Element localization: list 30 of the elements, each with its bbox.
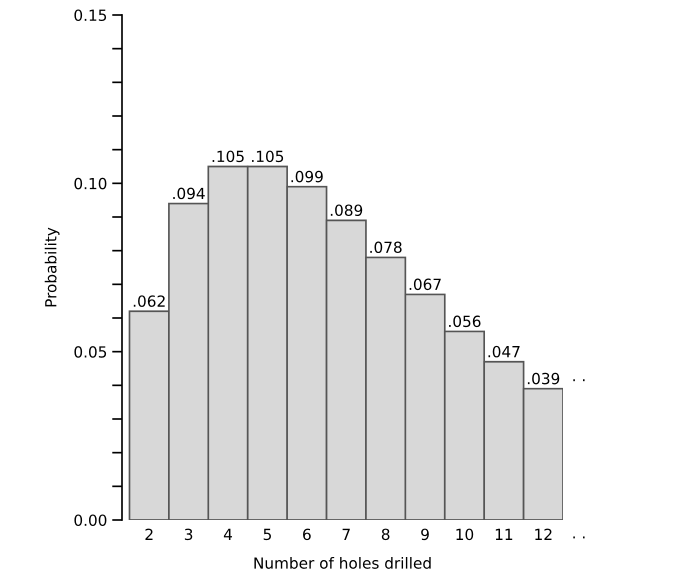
x-tick-label: 12 xyxy=(535,528,552,540)
y-tick-label: 0.05 xyxy=(74,346,106,358)
x-tick-label: 3 xyxy=(184,528,192,540)
y-axis-title: Probability xyxy=(44,228,60,306)
data-label: .094 xyxy=(173,188,205,200)
y-tick-label: 0.00 xyxy=(74,514,106,526)
x-tick-label: 4 xyxy=(224,528,232,540)
x-tick-label: 9 xyxy=(421,528,429,540)
x-tick-label: 7 xyxy=(342,528,350,540)
x-tick-label: 11 xyxy=(496,528,512,540)
data-label: .067 xyxy=(410,278,441,290)
x-tick-label: 6 xyxy=(303,528,311,540)
x-tick-label: 5 xyxy=(264,528,271,540)
data-label: .062 xyxy=(134,295,165,307)
data-label: .047 xyxy=(488,346,520,358)
data-label: .039 xyxy=(528,372,560,384)
x-tick-label: 8 xyxy=(382,528,390,540)
x-tick-label: 10 xyxy=(456,528,474,540)
y-tick-label: 0.15 xyxy=(74,9,106,22)
text: · · xyxy=(573,536,585,538)
text: · · xyxy=(573,379,585,382)
data-label: .089 xyxy=(330,204,362,216)
x-axis-title: Number of holes drilled xyxy=(254,557,431,569)
data-label: .078 xyxy=(370,241,402,254)
y-tick-label: 0.10 xyxy=(74,178,106,190)
data-label: .099 xyxy=(291,170,323,182)
data-label: .105 xyxy=(252,150,284,162)
x-tick-label: 2 xyxy=(145,528,153,540)
data-label: .056 xyxy=(449,316,481,328)
data-label: .105 xyxy=(212,150,244,162)
